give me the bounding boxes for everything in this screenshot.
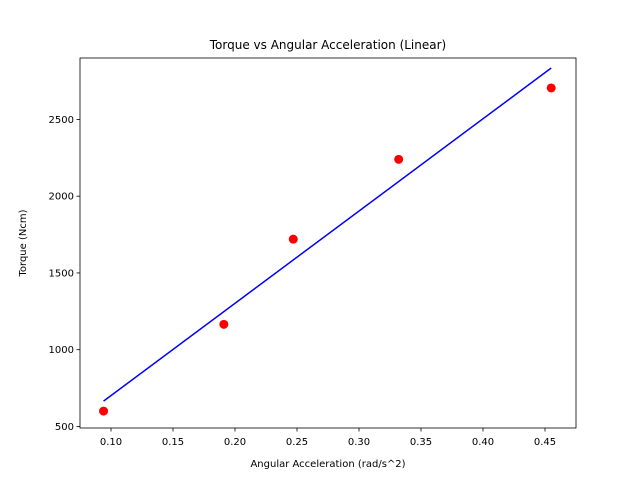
x-tick-label: 0.35 [410, 437, 432, 448]
data-point [219, 319, 229, 329]
plot-area [99, 67, 556, 416]
y-axis-label: Torque (Ncm) [18, 209, 29, 277]
x-tick-label: 0.45 [534, 437, 556, 448]
axes-frame [79, 57, 577, 429]
fit-line [103, 67, 552, 402]
x-axis: 0.10 0.15 0.20 0.25 0.30 0.35 0.40 0.45 [100, 428, 556, 448]
x-tick-label: 0.10 [100, 437, 122, 448]
x-tick-label: 0.40 [472, 437, 494, 448]
y-tick-label: 1500 [49, 268, 74, 279]
data-point [394, 154, 404, 164]
y-axis: 500 1000 1500 2000 2500 [49, 115, 80, 433]
y-tick-label: 1000 [49, 345, 74, 356]
data-point [99, 406, 109, 416]
x-tick-label: 0.20 [224, 437, 246, 448]
data-point [288, 234, 298, 244]
x-tick-label: 0.25 [286, 437, 308, 448]
x-tick-label: 0.15 [162, 437, 184, 448]
x-tick-label: 0.30 [348, 437, 370, 448]
y-tick-label: 2000 [49, 192, 74, 203]
chart-title: Torque vs Angular Acceleration (Linear) [209, 38, 446, 52]
x-axis-label: Angular Acceleration (rad/s^2) [250, 459, 405, 470]
y-tick-label: 2500 [49, 115, 74, 126]
data-point [546, 83, 556, 93]
y-tick-label: 500 [55, 422, 74, 433]
